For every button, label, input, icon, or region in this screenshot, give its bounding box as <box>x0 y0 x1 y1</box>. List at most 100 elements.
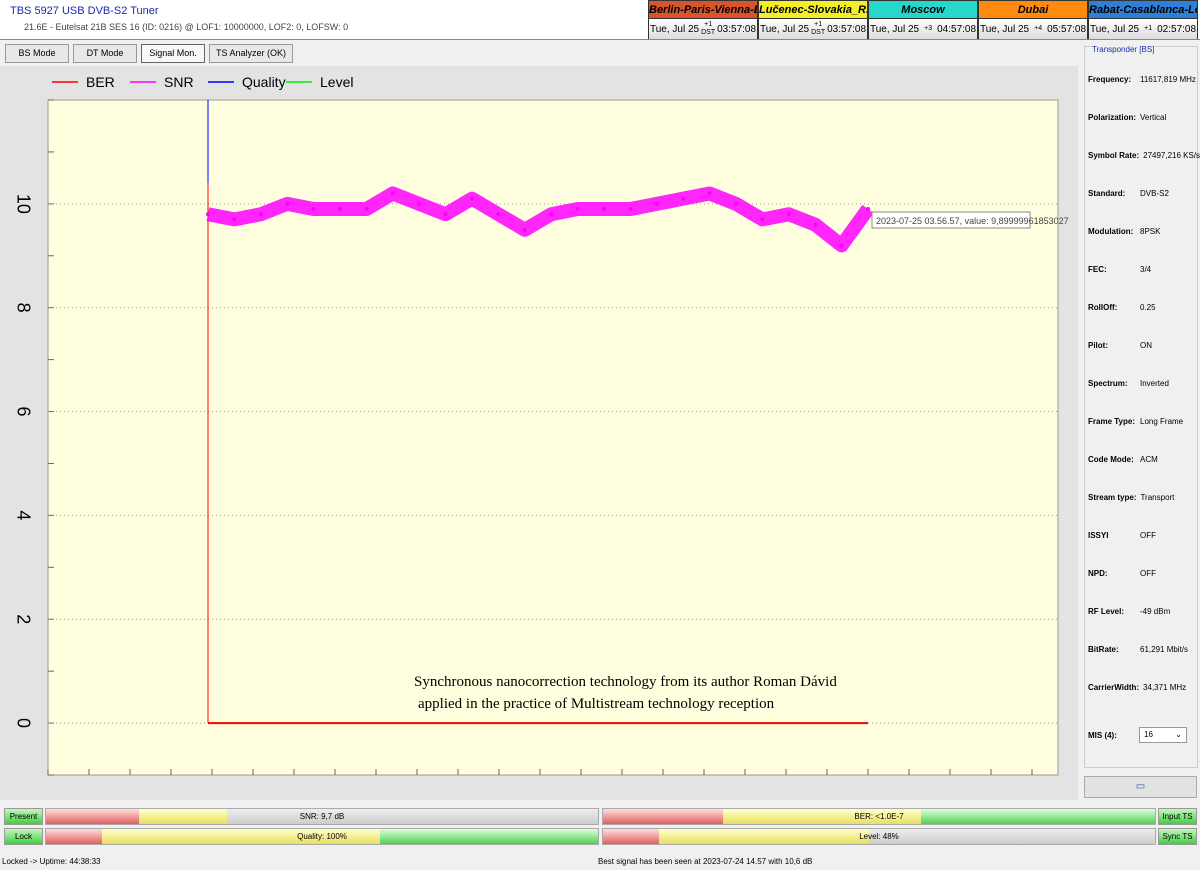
clock-offset: +4 <box>1034 25 1043 32</box>
ber-bar: BER: <1.0E-7 <box>602 808 1156 825</box>
input-ts-indicator: Input TS <box>1158 808 1197 825</box>
y-tick-label: 8 <box>13 303 33 313</box>
transponder-row: Frequency: 11617,819 MHz <box>1088 75 1196 84</box>
tooltip-box <box>871 211 1031 229</box>
chart-tooltip: 2023-07-25 03.56.57, value: 9,8999996185… <box>871 211 1069 229</box>
clock-time: 05:57:08 <box>1047 23 1087 35</box>
annotation-text: Synchronous nanocorrection technology fr… <box>414 674 837 690</box>
snr-point <box>734 201 738 206</box>
snr-point <box>470 196 474 201</box>
transponder-row: CarrierWidth: 34,371 MHz <box>1088 683 1186 692</box>
snr-point <box>338 207 342 212</box>
transponder-key: Frame Type: <box>1088 417 1135 426</box>
clock-date: Tue, Jul 25 <box>980 23 1030 35</box>
clock-4: Rabat-Casablanca-London Tue, Jul 25 +1 02:5… <box>1088 0 1198 39</box>
world-clocks: Berlin-Paris-Vienna-BelgradeTue, Jul 25+… <box>648 0 1198 39</box>
chevron-down-icon: ⌄ <box>1175 730 1182 739</box>
app-title: TBS 5927 USB DVB-S2 Tuner <box>10 5 159 17</box>
legend-label-quality: Quality <box>242 74 286 90</box>
clock-date: Tue, Jul 25 <box>760 23 810 35</box>
clock-time: 03:57:08 <box>717 23 757 35</box>
transponder-value: DVB-S2 <box>1140 189 1169 198</box>
snr-point <box>549 212 554 217</box>
transponder-value: -49 dBm <box>1140 607 1171 616</box>
tooltip-text: 2023-07-25 03.56.57, value: 9,8999996185… <box>876 216 1069 226</box>
transponder-value: 61,291 Mbit/s <box>1140 645 1189 654</box>
snr-point <box>285 201 290 206</box>
tab-signal-monitor[interactable]: Signal Mon. <box>141 44 205 63</box>
snr-point <box>866 207 870 212</box>
transponder-row: RollOff: 0.25 <box>1088 303 1156 312</box>
tab-ts-analyzer[interactable]: TS Analyzer (OK) <box>209 44 294 63</box>
header: TBS 5927 USB DVB-S2 Tuner 21.6E - Eutels… <box>0 0 1200 40</box>
clock-date: Tue, Jul 25 <box>650 23 700 35</box>
snr-point <box>681 196 686 201</box>
quality-bar: Quality: 100% <box>45 828 599 845</box>
mis-value: 16 <box>1144 730 1153 739</box>
transponder-value: ACM <box>1140 455 1158 464</box>
transponder-key: FEC: <box>1088 265 1107 274</box>
snr-point <box>602 207 606 212</box>
mis-row: MIS (4): <box>1088 731 1140 740</box>
legend-label-snr: SNR <box>164 74 194 90</box>
transponder-key: Code Mode: <box>1088 455 1134 464</box>
tab-dt-mode[interactable]: DT Mode <box>73 44 137 63</box>
transponder-value: 8PSK <box>1140 227 1161 236</box>
tab-bs-mode[interactable]: BS Mode <box>5 44 69 63</box>
clock-3: Dubai Tue, Jul 25 +4 05:57:08 <box>978 0 1088 39</box>
snr-point <box>443 212 448 217</box>
level-bar: Level: 48% <box>602 828 1156 845</box>
transponder-value: OFF <box>1140 569 1156 578</box>
transponder-key: BitRate: <box>1088 645 1119 654</box>
snr-point <box>707 191 712 196</box>
transponder-row: Stream type: Transport <box>1088 493 1174 502</box>
transponder-row: Polarization: Vertical <box>1088 113 1166 122</box>
transponder-key: CarrierWidth: <box>1088 683 1140 692</box>
transponder-row: Frame Type: Long Frame <box>1088 417 1183 426</box>
transponder-key: Standard: <box>1088 189 1126 198</box>
clock-city: Moscow <box>869 1 977 19</box>
transponder-value: Vertical <box>1140 113 1167 122</box>
snr-label: SNR: 9,7 dB <box>299 812 345 821</box>
transponder-row: FEC: 3/4 <box>1088 265 1151 274</box>
mis-label: MIS (4): <box>1088 731 1117 740</box>
snr-point <box>654 201 659 206</box>
snr-point <box>839 243 844 248</box>
transponder-value: 11617,819 MHz <box>1140 75 1196 84</box>
transponder-key: RF Level: <box>1088 607 1125 616</box>
present-indicator: Present <box>4 808 43 825</box>
ber-label: BER: <1.0E-7 <box>854 812 904 821</box>
transponder-row: Spectrum: Inverted <box>1088 379 1169 388</box>
clock-offset: +1 <box>1144 25 1153 32</box>
transponder-row: Pilot: ON <box>1088 341 1152 350</box>
snr-point <box>760 217 765 222</box>
transponder-key: Modulation: <box>1088 227 1134 236</box>
transponder-row: Symbol Rate: 27497,216 KS/s <box>1088 151 1200 160</box>
transponder-row: Code Mode: ACM <box>1088 455 1158 464</box>
snr-point <box>232 217 237 222</box>
transponder-key: Stream type: <box>1088 493 1137 502</box>
transponder-row: BitRate: 61,291 Mbit/s <box>1088 645 1188 654</box>
clock-city: Dubai <box>979 1 1087 19</box>
legend-label-ber: BER <box>86 74 115 90</box>
mis-select[interactable]: 16 ⌄ <box>1139 727 1187 743</box>
level-label: Level: 48% <box>859 832 899 841</box>
best-signal-status: Best signal has been seen at 2023-07-24 … <box>598 857 813 866</box>
transponder-key: NPD: <box>1088 569 1108 578</box>
transponder-value: Inverted <box>1140 379 1169 388</box>
clock-0: Berlin-Paris-Vienna-Belgrade Tue, Jul 25+… <box>648 0 758 39</box>
signal-chart-svg: 0 2 4 6 8 10 BER SNR Quality Level 2023-07-25 03.5… <box>13 74 1069 776</box>
mode-tabs: BS Mode DT Mode Signal Mon. TS Analyzer … <box>5 44 294 63</box>
clock-city: Lučenec-Slovakia_R.Dávid <box>759 1 867 19</box>
series-line-snr <box>206 186 874 253</box>
clock-offset: +1 DST <box>701 21 716 36</box>
satellite-info: 21.6E - Eutelsat 21B SES 16 (ID: 0216) @… <box>24 22 349 32</box>
lock-indicator: Lock <box>4 828 43 845</box>
snr-point <box>813 222 818 227</box>
transponder-key: Spectrum: <box>1088 379 1128 388</box>
transponder-row: Standard: DVB-S2 <box>1088 189 1169 198</box>
panel-toggle-button[interactable]: ▭ <box>1084 776 1197 798</box>
y-tick-label: 4 <box>13 510 33 520</box>
transponder-key: ISSYI <box>1088 531 1109 540</box>
snr-point <box>628 207 633 212</box>
